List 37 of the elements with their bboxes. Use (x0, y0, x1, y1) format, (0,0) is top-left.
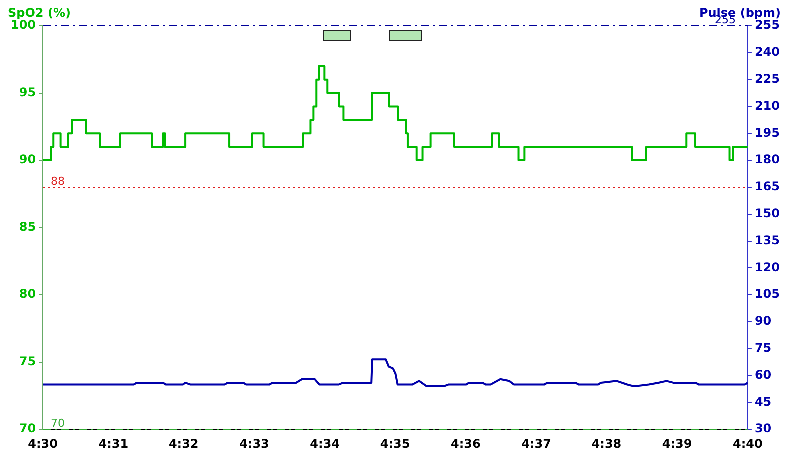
y2-tick-label: 210 (754, 98, 780, 113)
ref-line-label: 70 (51, 416, 66, 430)
y2-tick-label: 90 (754, 314, 772, 328)
y2-tick-label: 195 (754, 126, 780, 140)
y2-tick-label: 240 (754, 45, 780, 60)
y-axis-title: SpO2 (%) (8, 6, 71, 20)
x-tick-label: 4:38 (592, 436, 622, 451)
x-tick-label: 4:31 (98, 436, 129, 451)
y-tick-label: 75 (19, 354, 36, 368)
y-tick-label: 95 (19, 85, 36, 100)
y2-tick-label: 45 (754, 394, 772, 409)
y-tick-label: 70 (19, 422, 36, 436)
y2-tick-label: 120 (754, 260, 780, 274)
x-tick-label: 4:39 (662, 436, 692, 451)
x-tick-label: 4:30 (28, 436, 58, 451)
y2-tick-label: 135 (754, 233, 780, 248)
y2-tick-label: 75 (754, 341, 772, 356)
y2-tick-label: 255 (754, 18, 780, 32)
y-tick-label: 90 (19, 152, 36, 167)
y-tick-label: 100 (10, 18, 36, 32)
x-tick-label: 4:37 (522, 436, 552, 451)
y2-tick-label: 30 (754, 422, 772, 436)
y2-tick-label: 225 (754, 72, 780, 86)
y2-tick-label: 60 (754, 368, 772, 382)
y-tick-label: 85 (19, 220, 36, 234)
x-tick-label: 4:40 (733, 436, 763, 451)
y2-tick-label: 180 (754, 152, 780, 167)
ref-line-label: 88 (51, 174, 66, 188)
y2-tick-label: 150 (754, 206, 780, 220)
x-tick-label: 4:32 (168, 436, 199, 451)
x-tick-label: 4:33 (240, 436, 270, 451)
y-tick-label: 80 (19, 287, 36, 302)
y2-tick-label: 105 (754, 287, 780, 302)
y2-tick-label: 165 (754, 180, 780, 194)
x-tick-label: 4:34 (310, 436, 340, 451)
x-tick-label: 4:36 (450, 436, 481, 451)
x-tick-label: 4:35 (380, 436, 410, 451)
